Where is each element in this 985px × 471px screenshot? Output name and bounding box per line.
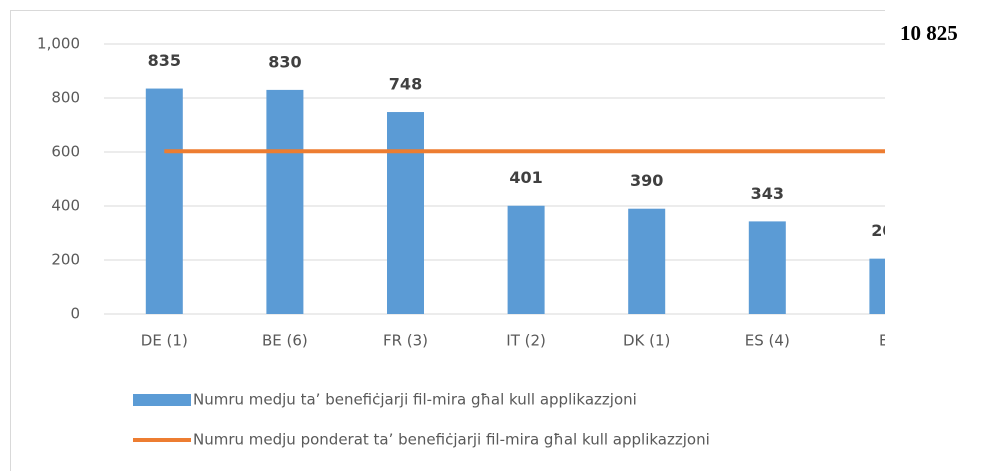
plot-area: 0 200 400 600 800 1,000 DE (1) BE (6) FR (3) IT (… — [37, 35, 904, 350]
data-label: 390 — [630, 171, 663, 190]
bar — [628, 208, 666, 314]
y-tick-label: 600 — [51, 143, 80, 161]
x-tick-label: DE (1) — [141, 332, 188, 350]
data-label: 748 — [389, 75, 422, 94]
bar — [387, 112, 424, 314]
y-tick-label: 200 — [51, 251, 80, 269]
annotation: 10 825 — [900, 21, 958, 45]
chart-border — [10, 10, 885, 471]
y-tick-label: 1,000 — [37, 35, 80, 53]
x-tick-label: BE (6) — [262, 332, 308, 350]
x-tick-label: IT (2) — [506, 332, 546, 350]
data-label: 205 — [871, 221, 904, 240]
legend-label: Numru medju ta’ benefiċjarji fil-mira għ… — [193, 391, 637, 409]
data-label: 835 — [148, 51, 181, 70]
x-tick-label: FR (3) — [383, 332, 428, 350]
y-tick-label: 400 — [51, 197, 80, 215]
data-label: 401 — [509, 168, 542, 187]
x-tick-label: ES (4) — [745, 332, 790, 350]
bar — [266, 89, 304, 315]
legend-label: Numru medju ponderat ta’ benefiċjarji fi… — [193, 431, 710, 449]
bar — [748, 221, 786, 314]
x-tick-label: DK (1) — [623, 332, 670, 350]
bar — [507, 205, 545, 314]
x-tick-label: EL — [879, 332, 897, 350]
bar — [145, 88, 183, 314]
y-tick-label: 0 — [70, 305, 80, 323]
data-label: 343 — [751, 184, 784, 203]
data-label: 830 — [268, 52, 301, 71]
y-tick-label: 800 — [51, 89, 80, 107]
legend-swatch — [133, 394, 191, 406]
bar — [869, 258, 885, 314]
